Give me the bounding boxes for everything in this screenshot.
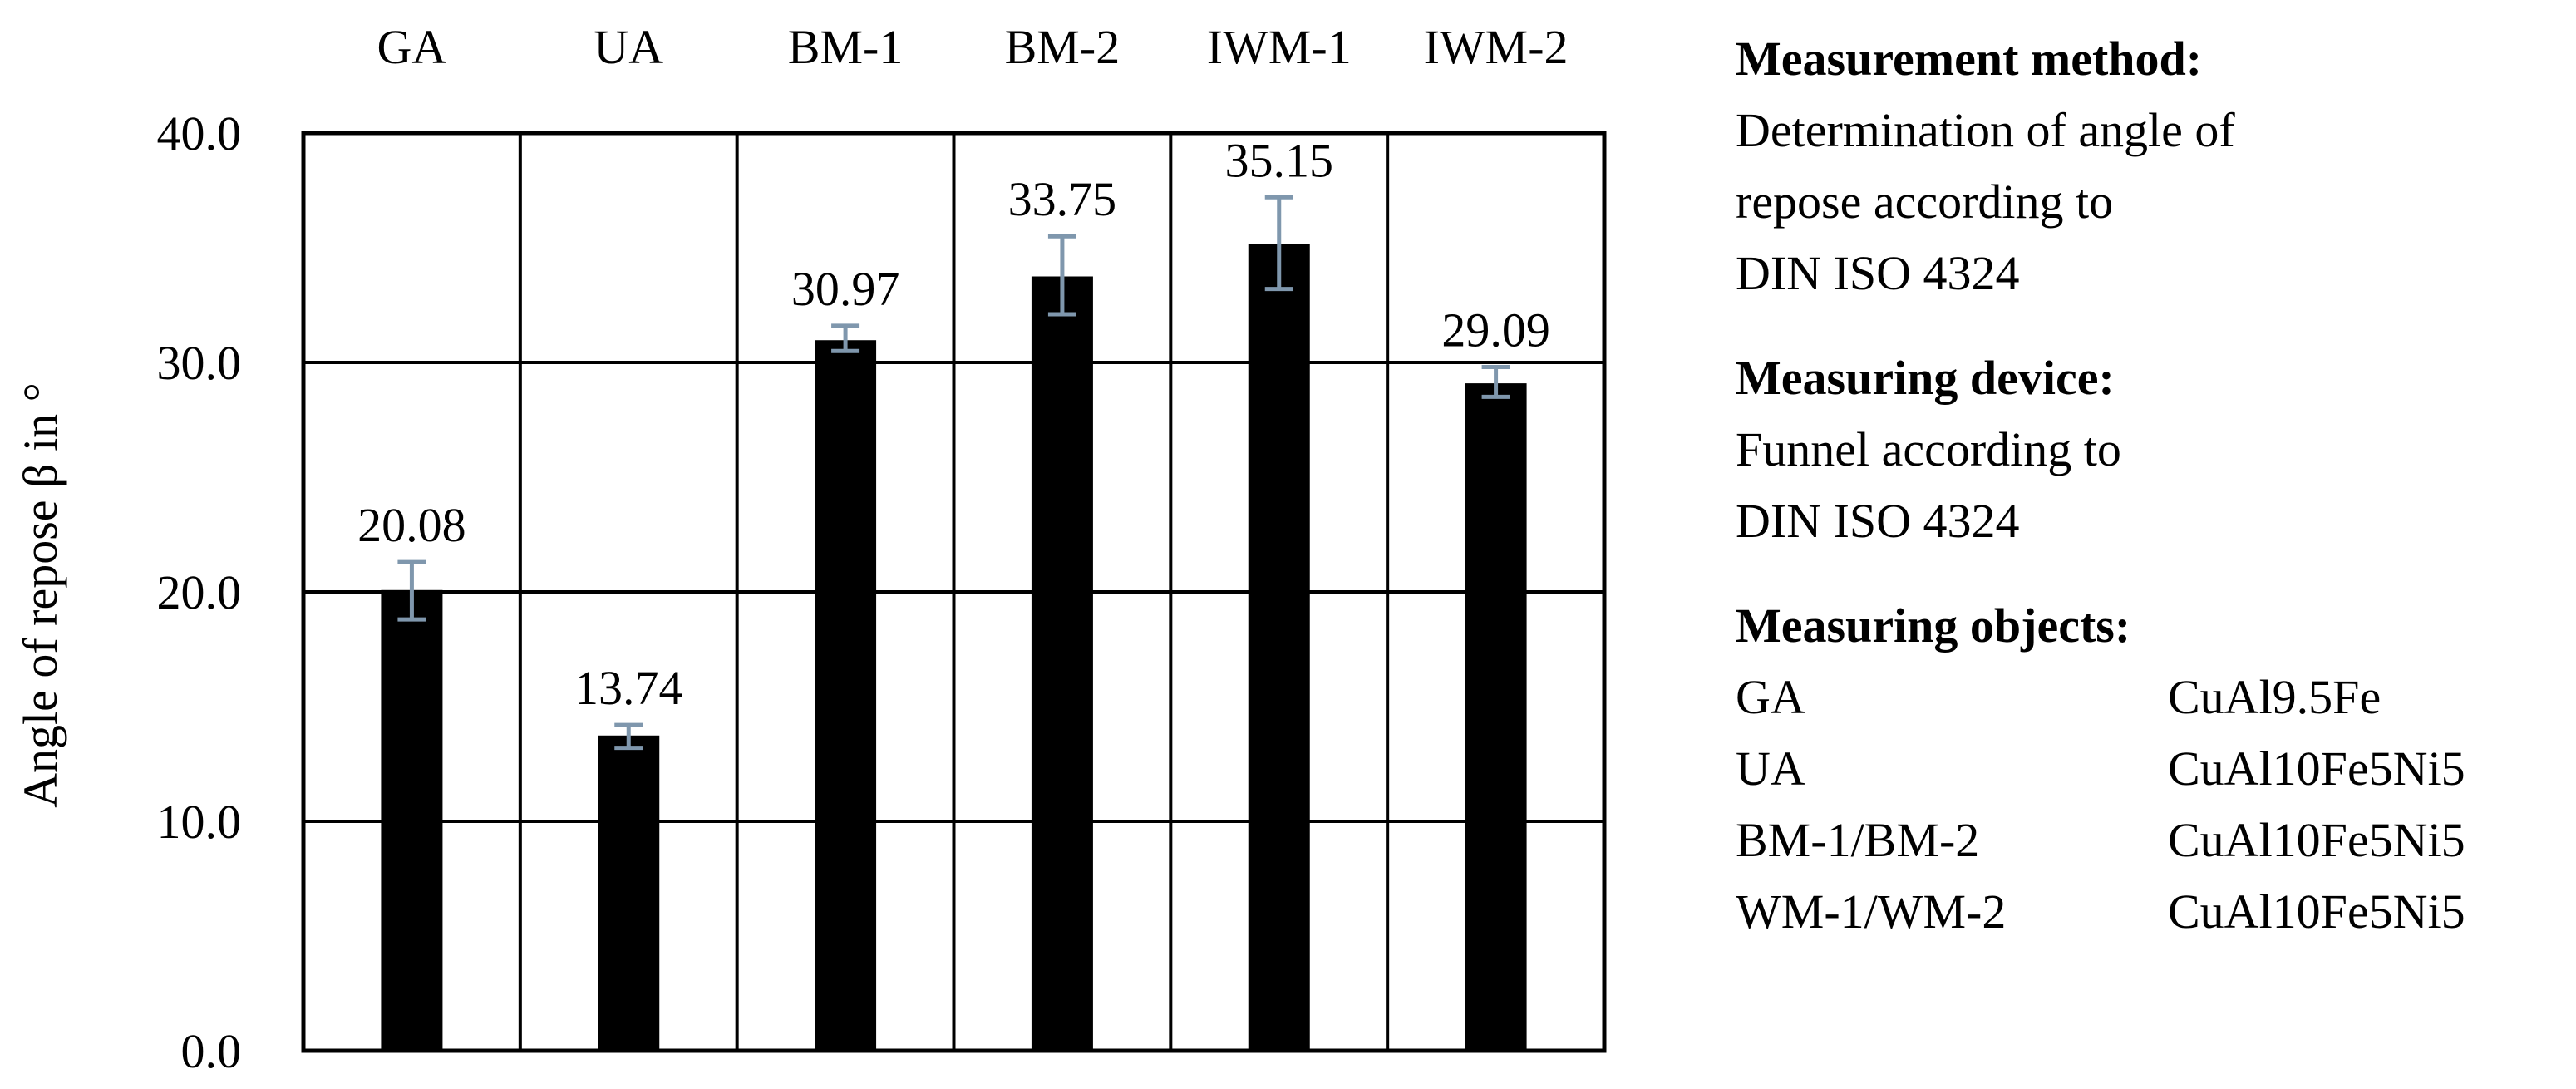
- object-material: CuAl10Fe5Ni5: [2168, 813, 2465, 867]
- data-label: 13.74: [574, 661, 683, 715]
- object-material: CuAl10Fe5Ni5: [2168, 885, 2465, 939]
- bar: [1465, 383, 1527, 1052]
- object-row: WM-1/WM-2 CuAl10Fe5Ni5: [1736, 876, 2567, 948]
- bar: [1248, 244, 1310, 1051]
- category-label: UA: [594, 20, 663, 74]
- data-labels-layer: 20.08 13.74 30.97 33.75 35.15 29.09: [357, 133, 1550, 715]
- data-label: 29.09: [1441, 303, 1550, 357]
- objects-section: Measuring objects: GA CuAl9.5Fe UA CuAl1…: [1736, 590, 2567, 948]
- object-row: UA CuAl10Fe5Ni5: [1736, 733, 2567, 805]
- y-tick-label: 30.0: [157, 336, 242, 390]
- y-tick-label: 10.0: [157, 795, 242, 849]
- bars-layer: [381, 244, 1527, 1052]
- device-line: DIN ISO 4324: [1736, 494, 2020, 548]
- device-line: Funnel according to: [1736, 422, 2121, 476]
- object-name: WM-1/WM-2: [1736, 885, 2007, 939]
- category-label: IWM-2: [1424, 20, 1569, 74]
- method-line: Determination of angle of: [1736, 103, 2235, 157]
- axis-layer: 0.0 10.0 20.0 30.0 40.0 GA UA BM-1 BM-2 IWM-1 IWM-…: [157, 20, 1607, 1078]
- object-name: BM-1/BM-2: [1736, 813, 1980, 867]
- device-heading: Measuring device:: [1736, 351, 2115, 405]
- grid-layer: [303, 131, 1604, 1051]
- bar: [598, 735, 660, 1051]
- bar: [381, 589, 443, 1051]
- category-label: IWM-1: [1207, 20, 1352, 74]
- data-label: 30.97: [791, 262, 900, 316]
- y-tick-label: 40.0: [157, 106, 242, 160]
- object-row: GA CuAl9.5Fe: [1736, 662, 2567, 733]
- method-line: DIN ISO 4324: [1736, 246, 2020, 300]
- object-material: CuAl9.5Fe: [2168, 670, 2381, 724]
- data-label: 33.75: [1008, 172, 1117, 226]
- object-row: BM-1/BM-2 CuAl10Fe5Ni5: [1736, 805, 2567, 876]
- category-label: GA: [377, 20, 447, 74]
- plot-frame: [301, 131, 1607, 1053]
- object-name: UA: [1736, 742, 1805, 796]
- error-bars-layer: [397, 195, 1510, 751]
- data-label: 35.15: [1225, 133, 1334, 187]
- category-label: BM-1: [788, 20, 904, 74]
- method-heading: Measurement method:: [1736, 32, 2203, 86]
- y-tick-label: 20.0: [157, 565, 242, 619]
- objects-heading: Measuring objects:: [1736, 599, 2131, 653]
- device-section: Measuring device: Funnel according to DI…: [1736, 342, 2567, 557]
- object-material: CuAl10Fe5Ni5: [2168, 742, 2465, 796]
- category-label: BM-2: [1005, 20, 1121, 74]
- object-name: GA: [1736, 670, 1805, 724]
- bar: [1031, 276, 1093, 1051]
- method-line: repose according to: [1736, 175, 2114, 229]
- bar: [815, 340, 877, 1051]
- y-axis-title: Angle of repose β in °: [13, 382, 67, 808]
- method-section: Measurement method: Determination of ang…: [1736, 23, 2567, 309]
- info-panel: Measurement method: Determination of ang…: [1736, 23, 2567, 981]
- data-label: 20.08: [357, 498, 466, 552]
- y-tick-label: 0.0: [181, 1024, 242, 1078]
